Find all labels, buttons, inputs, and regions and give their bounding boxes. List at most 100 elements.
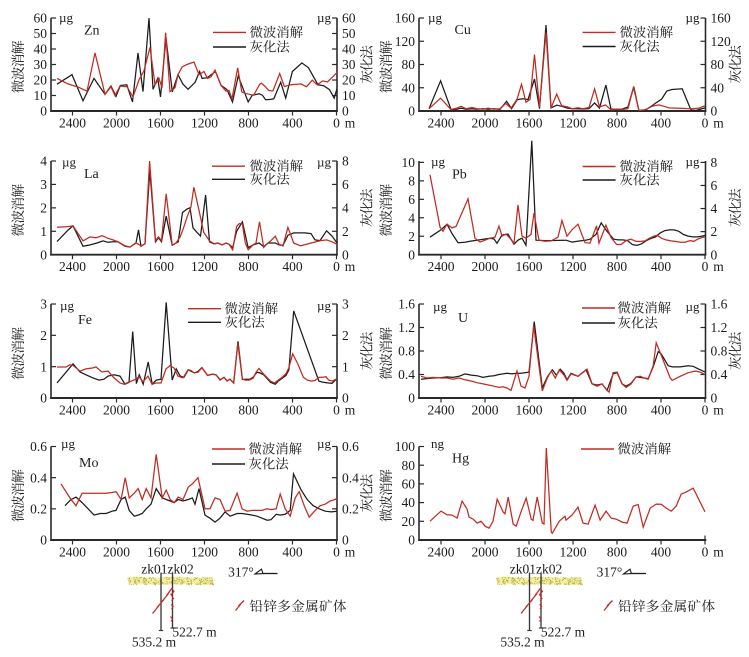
svg-text:400: 400 bbox=[282, 545, 303, 560]
svg-text:U: U bbox=[458, 311, 468, 326]
svg-text:0: 0 bbox=[711, 391, 718, 406]
svg-text:1600: 1600 bbox=[147, 403, 174, 418]
svg-text:4: 4 bbox=[711, 201, 718, 216]
svg-text:0: 0 bbox=[711, 247, 718, 262]
svg-text:1600: 1600 bbox=[516, 545, 543, 560]
svg-text:3: 3 bbox=[40, 297, 47, 312]
svg-text:2: 2 bbox=[342, 224, 349, 239]
svg-text:40: 40 bbox=[342, 42, 356, 57]
svg-text:0: 0 bbox=[702, 259, 709, 274]
svg-text:0: 0 bbox=[408, 247, 415, 262]
svg-text:30: 30 bbox=[342, 57, 356, 72]
svg-text:m: m bbox=[345, 545, 356, 560]
svg-text:20: 20 bbox=[342, 73, 356, 88]
svg-text:0: 0 bbox=[702, 403, 709, 418]
svg-text:6: 6 bbox=[711, 178, 718, 193]
svg-text:0.8: 0.8 bbox=[398, 344, 415, 359]
svg-text:522.7 m: 522.7 m bbox=[541, 625, 586, 640]
svg-text:2000: 2000 bbox=[103, 403, 130, 418]
svg-text:Hg: Hg bbox=[452, 451, 469, 466]
svg-text:µg: µg bbox=[317, 436, 331, 451]
svg-text:60: 60 bbox=[402, 477, 416, 492]
svg-text:µg: µg bbox=[60, 298, 74, 313]
svg-text:4: 4 bbox=[40, 154, 47, 169]
svg-text:zk01zk02: zk01zk02 bbox=[141, 562, 193, 577]
svg-text:0.2: 0.2 bbox=[30, 501, 47, 516]
svg-text:1200: 1200 bbox=[560, 259, 587, 274]
svg-text:m: m bbox=[713, 259, 724, 274]
svg-text:m: m bbox=[713, 403, 724, 418]
svg-text:1200: 1200 bbox=[560, 545, 587, 560]
svg-text:µg: µg bbox=[433, 299, 447, 314]
svg-text:535.2 m: 535.2 m bbox=[500, 635, 545, 650]
svg-text:80: 80 bbox=[402, 57, 416, 72]
svg-text:2000: 2000 bbox=[472, 545, 499, 560]
svg-text:400: 400 bbox=[651, 116, 672, 131]
svg-text:4: 4 bbox=[342, 200, 349, 215]
svg-text:zk01zk02: zk01zk02 bbox=[510, 562, 562, 577]
svg-text:Mo: Mo bbox=[79, 456, 98, 471]
svg-text:0: 0 bbox=[702, 116, 709, 131]
svg-text:40: 40 bbox=[402, 80, 416, 95]
svg-text:µg: µg bbox=[686, 10, 700, 25]
svg-text:0: 0 bbox=[342, 391, 349, 406]
svg-text:8: 8 bbox=[408, 173, 415, 188]
svg-text:La: La bbox=[84, 167, 100, 182]
svg-text:0: 0 bbox=[333, 403, 340, 418]
svg-text:Fe: Fe bbox=[78, 313, 92, 328]
svg-text:µg: µg bbox=[317, 10, 331, 25]
svg-text:2000: 2000 bbox=[103, 545, 130, 560]
svg-text:1200: 1200 bbox=[191, 259, 218, 274]
svg-text:50: 50 bbox=[34, 26, 48, 41]
svg-text:1200: 1200 bbox=[191, 403, 218, 418]
svg-text:0: 0 bbox=[342, 247, 349, 262]
svg-text:µg: µg bbox=[317, 155, 331, 170]
svg-text:80: 80 bbox=[402, 458, 416, 473]
svg-text:2400: 2400 bbox=[59, 403, 86, 418]
svg-text:0.4: 0.4 bbox=[398, 367, 415, 382]
svg-text:2000: 2000 bbox=[103, 259, 130, 274]
svg-text:µg: µg bbox=[686, 299, 700, 314]
svg-text:400: 400 bbox=[651, 259, 672, 274]
svg-text:2400: 2400 bbox=[428, 259, 455, 274]
svg-text:0: 0 bbox=[342, 533, 349, 548]
svg-text:0: 0 bbox=[333, 259, 340, 274]
svg-text:2: 2 bbox=[40, 200, 47, 215]
svg-text:µg: µg bbox=[61, 436, 75, 451]
svg-text:3: 3 bbox=[342, 297, 349, 312]
svg-text:8: 8 bbox=[342, 154, 349, 169]
svg-text:0: 0 bbox=[40, 247, 47, 262]
svg-text:100: 100 bbox=[395, 439, 416, 454]
svg-text:800: 800 bbox=[238, 116, 259, 131]
svg-text:522.7 m: 522.7 m bbox=[172, 625, 217, 640]
svg-text:0: 0 bbox=[702, 545, 709, 560]
svg-text:2000: 2000 bbox=[472, 259, 499, 274]
svg-text:2400: 2400 bbox=[59, 116, 86, 131]
svg-text:µg: µg bbox=[428, 10, 442, 25]
svg-text:2400: 2400 bbox=[428, 116, 455, 131]
svg-text:800: 800 bbox=[238, 403, 259, 418]
svg-text:1: 1 bbox=[40, 224, 47, 239]
svg-text:1600: 1600 bbox=[516, 403, 543, 418]
svg-text:0: 0 bbox=[408, 533, 415, 548]
svg-text:1.2: 1.2 bbox=[711, 320, 728, 335]
svg-text:2400: 2400 bbox=[428, 545, 455, 560]
svg-text:3: 3 bbox=[40, 177, 47, 192]
svg-text:1200: 1200 bbox=[191, 116, 218, 131]
svg-text:800: 800 bbox=[238, 259, 259, 274]
svg-text:400: 400 bbox=[651, 545, 672, 560]
svg-text:10: 10 bbox=[402, 155, 416, 170]
svg-text:Cu: Cu bbox=[455, 23, 471, 38]
svg-text:µg: µg bbox=[317, 298, 331, 313]
svg-text:m: m bbox=[345, 259, 356, 274]
svg-text:0: 0 bbox=[711, 104, 718, 119]
svg-text:0.6: 0.6 bbox=[30, 439, 47, 454]
svg-text:1.6: 1.6 bbox=[711, 297, 728, 312]
svg-text:2: 2 bbox=[711, 224, 718, 239]
svg-text:10: 10 bbox=[34, 88, 48, 103]
svg-text:317°: 317° bbox=[228, 565, 254, 580]
svg-text:0.6: 0.6 bbox=[342, 439, 359, 454]
svg-text:400: 400 bbox=[282, 116, 303, 131]
svg-text:160: 160 bbox=[395, 11, 416, 26]
svg-text:60: 60 bbox=[34, 11, 48, 26]
